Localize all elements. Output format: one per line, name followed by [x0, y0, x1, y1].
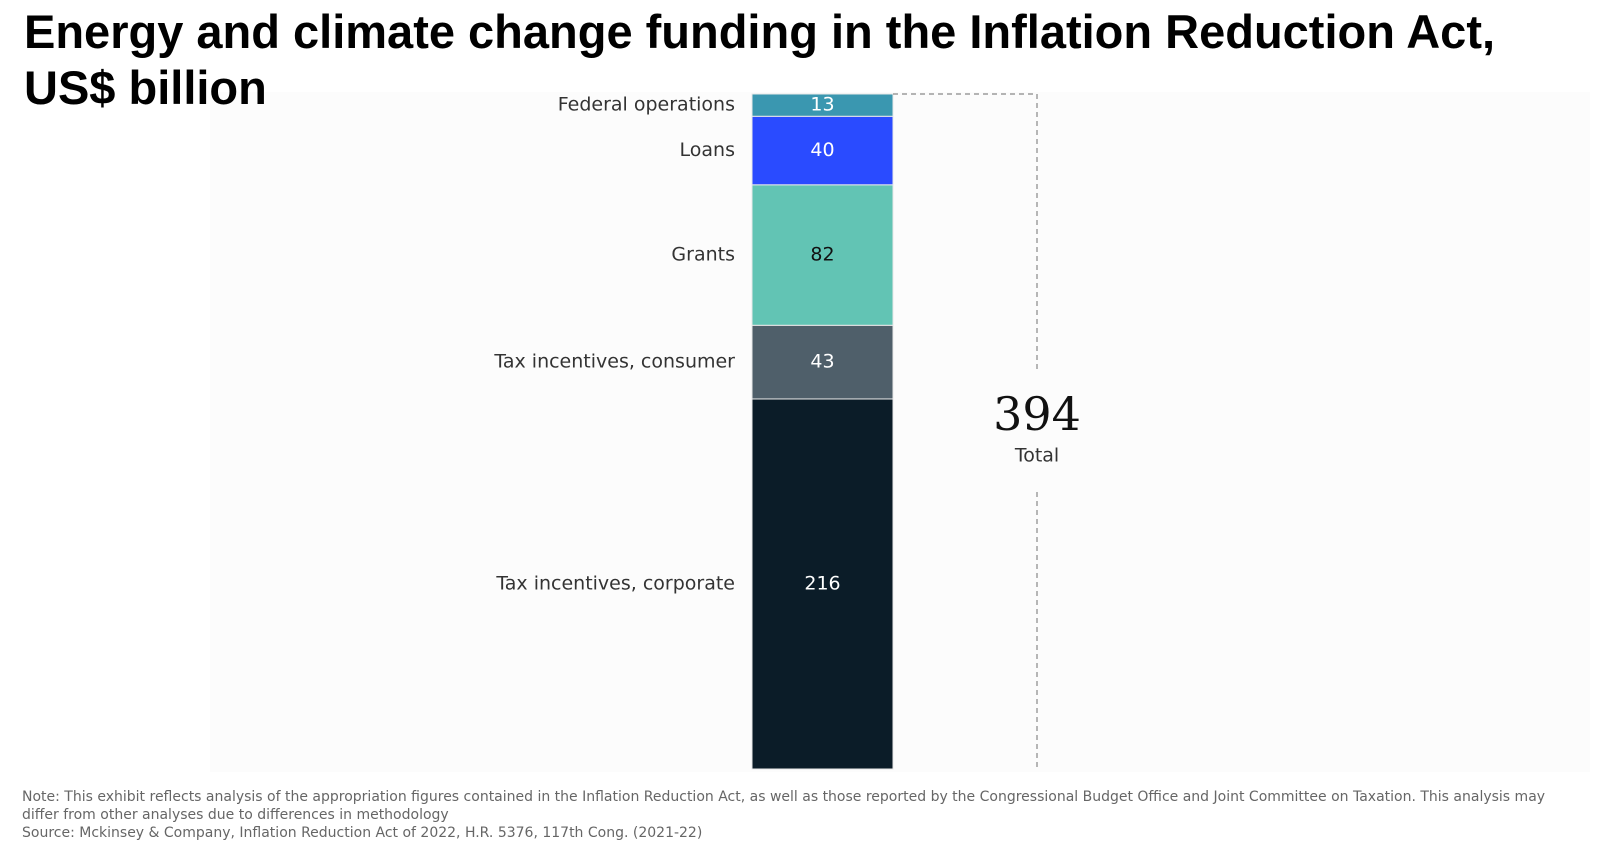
bar-segment — [751, 398, 894, 770]
plot-background — [210, 92, 1590, 772]
bar-segment — [751, 93, 894, 117]
bar-segment — [751, 324, 894, 400]
note: Note: This exhibit reflects analysis of … — [22, 789, 1546, 823]
total-label: Total — [1014, 445, 1059, 467]
value-label: 40 — [810, 139, 834, 161]
value-label: 13 — [810, 94, 834, 116]
source: Source: Mckinsey & Company, Inflation Re… — [22, 825, 703, 841]
footer: Note: This exhibit reflects analysis of … — [22, 788, 1582, 842]
chart-title: Energy and climate change funding in the… — [24, 5, 1496, 114]
total-value: 394 — [993, 387, 1081, 441]
value-label: 43 — [810, 351, 834, 373]
bar-segment — [751, 115, 894, 186]
value-label: 216 — [804, 572, 840, 594]
category-label: Federal operations — [558, 94, 735, 116]
category-label: Tax incentives, corporate — [495, 572, 735, 594]
value-label: 82 — [810, 244, 834, 266]
category-label: Grants — [671, 244, 735, 266]
category-label: Loans — [680, 139, 735, 161]
category-label: Tax incentives, consumer — [493, 351, 735, 373]
